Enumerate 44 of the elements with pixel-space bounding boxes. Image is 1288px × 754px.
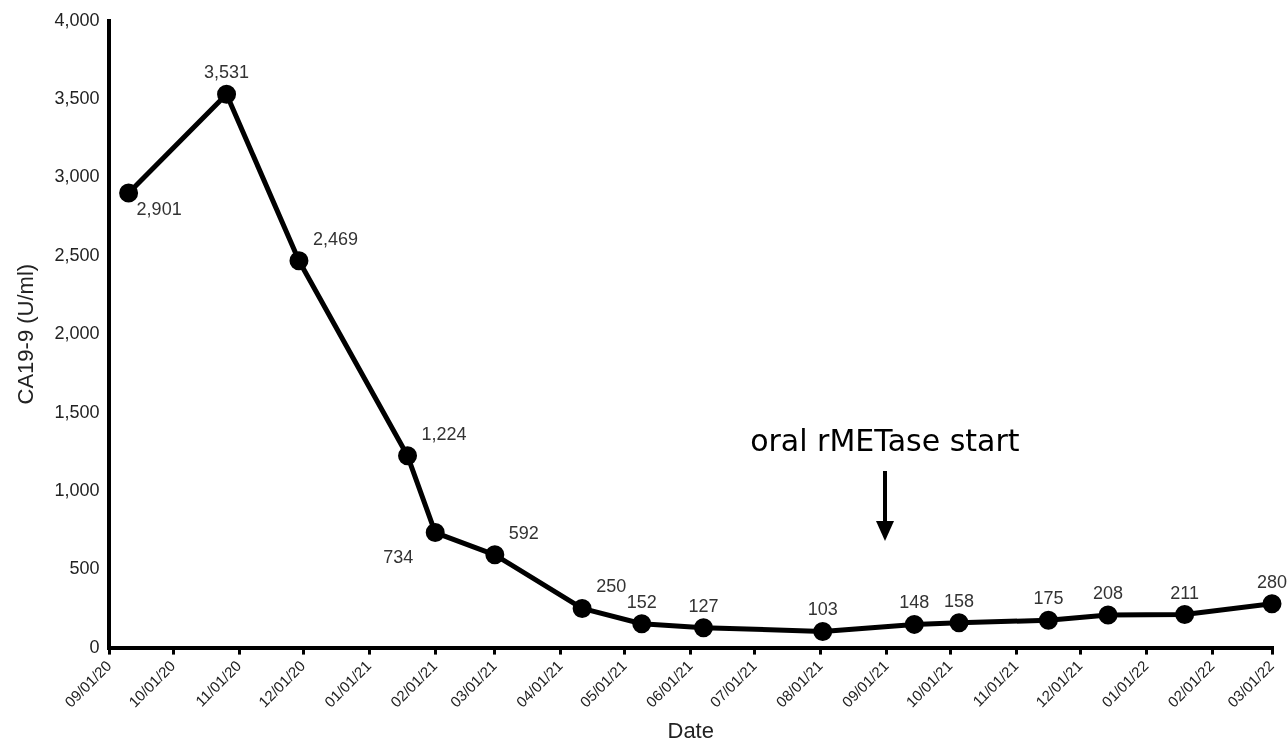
annotation: oral rMETase start bbox=[750, 423, 1020, 459]
point bbox=[904, 614, 924, 634]
data-label: 152 bbox=[626, 591, 657, 612]
point bbox=[289, 251, 309, 271]
data-label: 2,469 bbox=[312, 228, 358, 249]
y-tick-label: 500 bbox=[69, 558, 100, 579]
point bbox=[1098, 605, 1118, 625]
data-label: 592 bbox=[508, 522, 539, 543]
point bbox=[217, 84, 237, 104]
point bbox=[119, 183, 139, 203]
point bbox=[1175, 605, 1195, 625]
point bbox=[485, 545, 505, 565]
data-label: 3,531 bbox=[204, 62, 250, 83]
data-label: 175 bbox=[1033, 588, 1064, 609]
y-tick-label: 2,000 bbox=[54, 323, 100, 344]
y-tick-label: 3,000 bbox=[54, 166, 100, 187]
data-label: 158 bbox=[943, 590, 975, 611]
point bbox=[694, 618, 713, 638]
data-label: 2,901 bbox=[136, 199, 182, 220]
data-label: 127 bbox=[688, 595, 719, 616]
data-label: 280 bbox=[1256, 571, 1288, 592]
y-axis-title: CA19-9 (U/ml) bbox=[13, 263, 39, 405]
y-tick-label: 3,500 bbox=[54, 88, 100, 109]
x-axis-title: Date bbox=[667, 717, 714, 743]
data-label: 211 bbox=[1170, 582, 1200, 603]
y-tick-label: 1,000 bbox=[54, 479, 100, 500]
y-tick-label: 1,500 bbox=[54, 401, 100, 422]
point bbox=[1038, 610, 1058, 630]
point bbox=[813, 621, 833, 641]
data-label: 148 bbox=[899, 592, 930, 613]
y-tick-label: 2,500 bbox=[54, 244, 100, 265]
data-label: 208 bbox=[1093, 582, 1124, 603]
data-label: 250 bbox=[596, 576, 627, 597]
point bbox=[398, 446, 418, 466]
point bbox=[632, 614, 652, 634]
point bbox=[1262, 594, 1282, 614]
point bbox=[425, 523, 445, 543]
point bbox=[572, 598, 592, 618]
data-label: 1,224 bbox=[421, 423, 467, 444]
y-tick-label: 0 bbox=[89, 636, 100, 657]
y-tick-label: 4,000 bbox=[54, 9, 100, 30]
data-label: 734 bbox=[383, 546, 414, 567]
data-label: 103 bbox=[807, 599, 838, 620]
point bbox=[949, 613, 969, 633]
